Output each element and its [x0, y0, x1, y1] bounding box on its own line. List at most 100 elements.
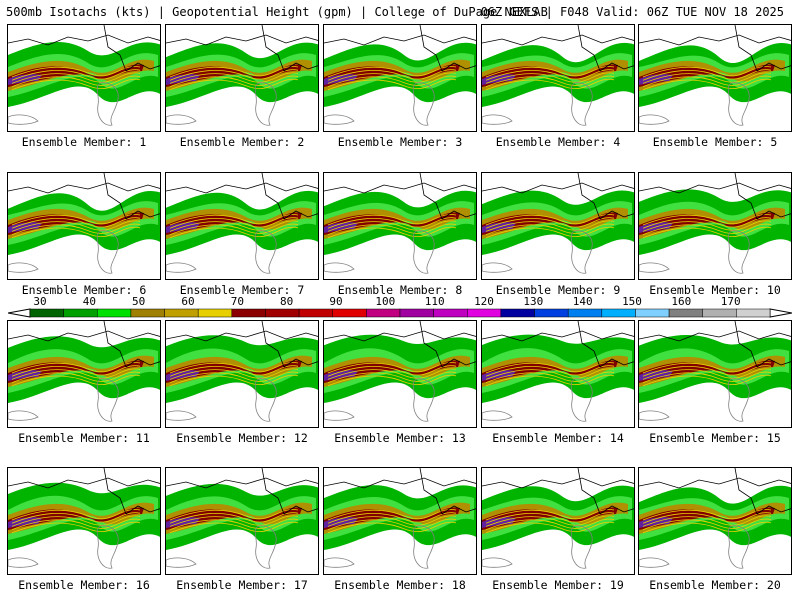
isotach-map	[324, 321, 476, 422]
ensemble-map-panel	[638, 320, 792, 428]
isotach-contour	[642, 220, 772, 232]
colorbar-swatch	[702, 308, 737, 318]
colorbar-tick-label: 110	[424, 295, 445, 308]
colorbar-left-arrow	[8, 308, 31, 318]
isotach-contour	[642, 512, 772, 524]
isotach-contour	[11, 223, 141, 235]
colorbar-tick-label: 130	[523, 295, 544, 308]
colorbar-swatch	[332, 308, 367, 318]
ensemble-member-caption: Ensemble Member: 18	[334, 578, 466, 592]
ensemble-map-panel	[165, 24, 319, 132]
isotach-contour	[327, 368, 457, 380]
ensemble-member-caption: Ensemble Member: 17	[176, 578, 308, 592]
isotach-contour	[169, 223, 299, 235]
jet-core-80kt	[8, 64, 144, 87]
coastline	[8, 173, 160, 220]
jet-core-80kt	[166, 360, 302, 383]
land-outline	[482, 378, 593, 422]
ensemble-member-caption: Ensemble Member: 16	[18, 578, 150, 592]
isotach-contour	[642, 521, 772, 534]
ensemble-member-caption: Ensemble Member: 20	[649, 578, 781, 592]
isotach-map	[166, 468, 318, 569]
colorbar-tick-label: 150	[622, 295, 642, 308]
isotach-contour	[11, 368, 141, 380]
land-outline	[8, 378, 119, 422]
isotach-contour	[327, 69, 457, 81]
isotach-contour	[11, 72, 141, 84]
jet-core-80kt	[324, 360, 460, 383]
colorbar-right-arrow	[769, 308, 792, 318]
land-outline	[482, 230, 593, 274]
coastline	[482, 321, 634, 368]
colorbar-tick-label: 120	[474, 295, 494, 308]
isotach-map	[482, 25, 634, 126]
ensemble-member-caption: Ensemble Member: 15	[649, 431, 781, 445]
isotach-map	[8, 321, 160, 422]
coastline	[482, 173, 634, 220]
coastline	[166, 321, 318, 368]
isotach-contour	[169, 217, 299, 229]
isotach-contour	[642, 217, 772, 229]
isotach-contour	[327, 223, 457, 235]
coastline	[8, 25, 160, 72]
jet-core-80kt	[8, 507, 144, 530]
colorbar-tick-label: 100	[375, 295, 396, 308]
isotach-contour	[642, 226, 772, 239]
colorbar-swatch	[601, 308, 636, 318]
coastline	[482, 468, 634, 515]
isotach-contour	[11, 75, 141, 87]
isotach-contour	[11, 220, 141, 232]
isotach-contour	[327, 75, 457, 87]
isotach-contour	[169, 226, 299, 239]
ensemble-map-panel	[323, 172, 477, 280]
isotach-map	[639, 468, 791, 569]
figure-header: 500mb Isotachs (kts) | Geopotential Heig…	[6, 3, 796, 21]
coastline	[8, 468, 160, 515]
isotach-contour	[642, 75, 772, 87]
isotach-contour	[485, 226, 615, 239]
ensemble-member-caption: Ensemble Member: 11	[18, 431, 150, 445]
ensemble-map-panel	[7, 467, 161, 575]
colorbar-swatch	[298, 308, 333, 318]
isotach-contour	[327, 374, 457, 387]
jet-core-80kt	[639, 64, 775, 87]
ensemble-member-caption: Ensemble Member: 12	[176, 431, 308, 445]
colorbar-swatch	[63, 308, 98, 318]
isotach-map	[8, 468, 160, 569]
ensemble-map-panel	[323, 320, 477, 428]
isotach-contour	[642, 365, 772, 377]
isotach-contour	[485, 512, 615, 524]
ensemble-map-panel	[481, 172, 635, 280]
colorbar-swatch	[130, 308, 165, 318]
isotach-contour	[642, 515, 772, 527]
colorbar-tick-label: 160	[671, 295, 692, 308]
isotach-contour	[485, 371, 615, 383]
ensemble-member-caption: Ensemble Member: 7	[179, 283, 305, 297]
isotach-contour	[11, 512, 141, 524]
ensemble-member-caption: Ensemble Member: 1	[21, 135, 147, 149]
isotach-contour	[642, 374, 772, 387]
ensemble-map-panel	[323, 24, 477, 132]
isotach-contour	[169, 75, 299, 87]
land-outline	[324, 378, 435, 422]
coastline	[166, 25, 318, 72]
land-outline	[639, 230, 750, 274]
run-valid-time: 06Z GEFS | F048 Valid: 06Z TUE NOV 18 20…	[480, 5, 784, 19]
coastline	[639, 25, 791, 72]
isotach-contour	[327, 515, 457, 527]
isotach-contour	[169, 69, 299, 81]
coastline	[324, 468, 476, 515]
ensemble-member-caption: Ensemble Member: 9	[495, 283, 621, 297]
ensemble-member-caption: Ensemble Member: 10	[649, 283, 781, 297]
isotach-contour	[169, 220, 299, 232]
colorbar-swatch	[433, 308, 468, 318]
colorbar-tick-label: 80	[280, 295, 294, 308]
isotach-contour	[169, 368, 299, 380]
isotach-contour	[11, 518, 141, 530]
land-outline	[482, 82, 593, 126]
colorbar-scale	[8, 308, 792, 318]
coastline	[324, 173, 476, 220]
isotach-contour	[485, 374, 615, 387]
land-outline	[324, 82, 435, 126]
coastline	[166, 468, 318, 515]
